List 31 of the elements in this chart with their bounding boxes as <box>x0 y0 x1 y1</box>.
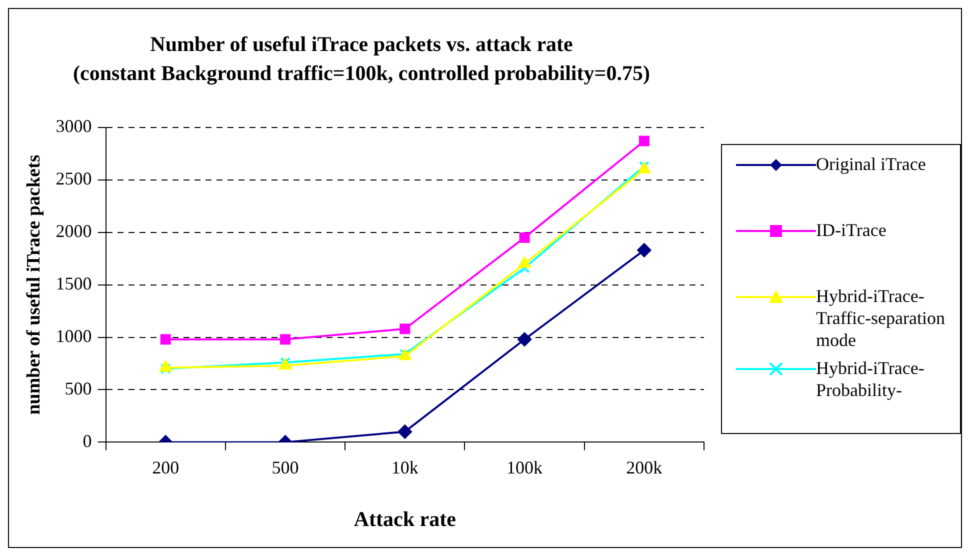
y-tick-label: 1500 <box>56 274 92 294</box>
x-tick-label: 10k <box>391 458 418 478</box>
point <box>160 334 171 345</box>
legend-label: ID-iTrace <box>816 219 886 241</box>
legend-label: Hybrid-iTrace-Traffic-separation mode <box>816 285 946 351</box>
legend-label: Original iTrace <box>816 153 926 175</box>
y-tick-label: 500 <box>64 378 92 398</box>
y-tick-label: 2000 <box>56 221 92 242</box>
x-tick-label: 200 <box>152 458 180 478</box>
chart-title: Number of useful iTrace packets vs. attack rate <box>150 32 573 56</box>
point <box>637 243 652 258</box>
point <box>519 232 530 243</box>
x-axis-title: Attack rate <box>354 506 456 531</box>
legend-label: Hybrid-iTrace-Probability- <box>816 357 926 401</box>
y-tick-label: 3000 <box>56 116 92 136</box>
x-tick-label: 200k <box>626 458 662 478</box>
point <box>398 424 412 439</box>
point <box>280 334 291 345</box>
chart-subtitle: (constant Background traffic=100k, controlled probability=0.75) <box>73 61 650 86</box>
point <box>518 256 531 268</box>
y-tick-label: 1000 <box>56 326 92 346</box>
point <box>400 324 410 334</box>
y-tick-label: 2500 <box>56 168 92 189</box>
x-tick-label: 500 <box>272 458 299 478</box>
x-tick-label: 100k <box>506 458 543 478</box>
point <box>638 136 650 146</box>
y-tick-label: 0 <box>82 430 92 451</box>
point <box>160 364 171 374</box>
y-axis-title: number of useful iTrace packets <box>23 154 44 415</box>
point <box>518 332 532 346</box>
point <box>159 360 172 372</box>
